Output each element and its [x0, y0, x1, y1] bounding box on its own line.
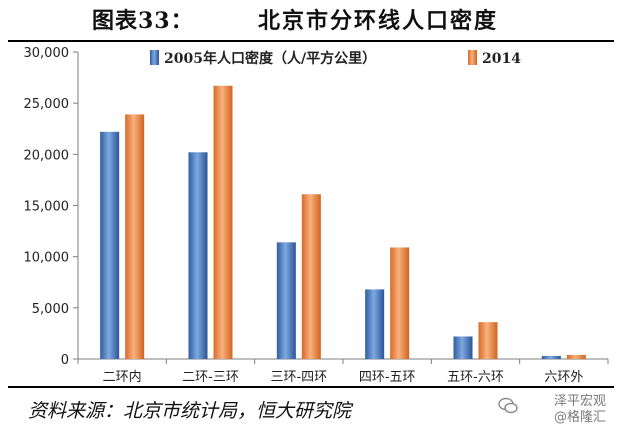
chart-title: 北京市分环线人口密度 [258, 8, 499, 34]
y-tick-label: 15,000 [24, 200, 70, 215]
bar-series1 [541, 355, 561, 359]
x-tick-label: 二环内 [103, 369, 142, 385]
bar-series1 [188, 152, 208, 359]
y-tick-label: 20,000 [24, 148, 70, 163]
y-tick-label: 0 [61, 353, 69, 368]
bar-series2 [125, 114, 145, 359]
bar-series2 [301, 194, 321, 359]
bar-series1 [100, 131, 120, 359]
legend-swatch [468, 50, 477, 65]
x-tick-label: 六环外 [544, 370, 583, 385]
bottom-rule [8, 386, 614, 388]
y-tick-label: 5,000 [32, 302, 69, 317]
figure-label: 图表33： [92, 8, 194, 34]
y-tick-label: 10,000 [24, 251, 70, 266]
top-rule [8, 40, 614, 42]
bar-series1 [453, 336, 473, 359]
bar-series2 [478, 322, 498, 359]
bar-series2 [390, 247, 410, 359]
y-tick-label: 30,000 [24, 46, 70, 61]
figure-header: 图表33： 北京市分环线人口密度 [0, 0, 622, 36]
bar-series1 [365, 289, 385, 359]
chart-axes: 0 5,000 10,000 15,000 20,000 25,000 30,000 二环内 二… [24, 46, 609, 385]
chart-legend: 2005年人口密度（人/平方公里） 2014 [150, 50, 521, 67]
legend-label: 2014 [482, 51, 521, 67]
legend-swatch [150, 50, 159, 65]
bar-series2 [566, 354, 586, 359]
y-tick-label: 25,000 [24, 97, 70, 112]
bar-series1 [276, 242, 296, 359]
watermark-line2: @格隆汇 [553, 410, 606, 425]
wechat-icon [498, 397, 518, 414]
chart-bars [100, 85, 586, 360]
x-tick-label: 二环-三环 [182, 370, 239, 385]
watermark-line1: 泽平宏观 [553, 394, 606, 409]
x-tick-label: 五环-六环 [447, 370, 504, 385]
x-tick-label: 四环-五环 [359, 370, 416, 385]
source-note: 资料来源：北京市统计局，恒大研究院 [28, 400, 352, 422]
x-tick-label: 三环-四环 [270, 370, 327, 385]
legend-label: 2005年人口密度（人/平方公里） [164, 50, 376, 67]
bar-series2 [213, 85, 233, 360]
bar-chart: 0 5,000 10,000 15,000 20,000 25,000 30,000 二环内 二… [24, 46, 609, 385]
watermark: 泽平宏观 @格隆汇 [496, 390, 616, 425]
